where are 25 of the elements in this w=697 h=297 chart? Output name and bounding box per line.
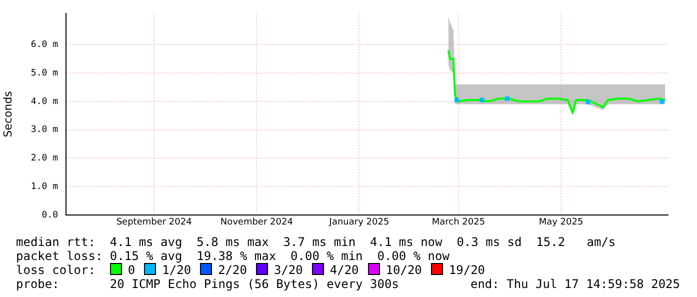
x-tick-label: March 2025	[432, 218, 486, 228]
legend-title: loss color:	[16, 263, 96, 277]
y-tick-label: 4.0 m	[30, 96, 58, 107]
x-tick-label: January 2025	[328, 218, 390, 228]
legend-label: 4/20	[328, 263, 359, 277]
legend-label: 2/20	[217, 263, 247, 277]
legend-label: 1/20	[161, 263, 192, 277]
text: probe: 20 ICMP Echo Pings (56 Bytes) every 300s	[16, 277, 399, 291]
x-tick-label: May 2025	[538, 218, 584, 228]
text: end: Thu Jul 17 14:59:58 2025	[470, 277, 680, 291]
x-tick-label: November 2024	[220, 218, 294, 228]
legend-label: 19/20	[448, 263, 486, 277]
y-tick-label: 0.0	[42, 210, 58, 220]
x-tick-label: September 2024	[116, 218, 192, 228]
y-tick-label: 2.0 m	[30, 154, 58, 164]
y-tick-label: 6.0 m	[30, 40, 58, 50]
legend-label: 0	[126, 263, 136, 277]
y-tick-label: 1.0 m	[30, 182, 58, 192]
text: median rtt: 4.1 ms avg 5.8 ms max 3.7 ms min 4.1 ms now 0.3 ms sd 15.2 am/s	[16, 235, 616, 249]
y-tick-label: 5.0 m	[30, 68, 58, 78]
legend-label: 10/20	[384, 263, 422, 277]
y-tick-label: 3.0 m	[30, 125, 58, 136]
text: packet loss: 0.15 % avg 19.38 % max 0.00 % min 0.00 % now	[16, 249, 450, 263]
y-axis-title: Seconds	[1, 90, 14, 138]
legend-label: 3/20	[272, 263, 303, 277]
